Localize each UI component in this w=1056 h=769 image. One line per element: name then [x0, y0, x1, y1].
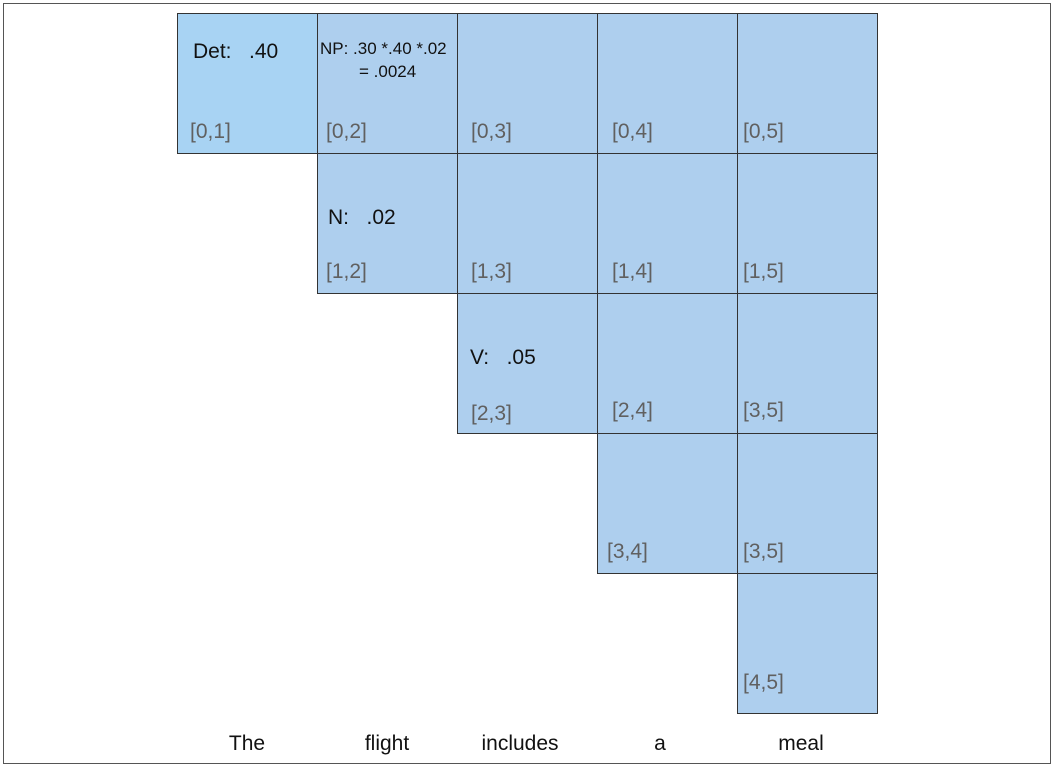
- cell-span-label: [2,4]: [612, 399, 653, 422]
- chart-cell-0-4: [0,4]: [597, 13, 738, 154]
- word-flight: flight: [364, 732, 410, 755]
- word-meal: meal: [778, 732, 824, 755]
- cell-span-label: [1,4]: [612, 260, 653, 283]
- cell-entry-v: V: .05: [470, 346, 536, 369]
- chart-cell-3-5: [3,5]: [737, 433, 878, 574]
- cell-entry-det: Det: .40: [193, 40, 279, 63]
- cell-span-label: [0,2]: [326, 120, 367, 143]
- cell-entry-n: N: .02: [328, 206, 396, 229]
- cell-span-label: [0,1]: [190, 120, 231, 143]
- cell-span-label: [1,2]: [326, 260, 367, 283]
- chart-cell-0-2: NP: .30 *.40 *.02 = .0024 [0,2]: [317, 13, 458, 154]
- word-the: The: [228, 732, 266, 755]
- cell-span-label: [4,5]: [743, 671, 784, 694]
- cell-span-label: [0,4]: [612, 120, 653, 143]
- chart-cell-1-3: [1,3]: [457, 153, 598, 294]
- cell-span-label: [2,3]: [471, 402, 512, 425]
- cell-span-label: [0,5]: [743, 120, 784, 143]
- cell-entry-np-result: = .0024: [359, 62, 417, 81]
- chart-cell-0-3: [0,3]: [457, 13, 598, 154]
- word-a: a: [654, 732, 666, 755]
- chart-cell-0-5: [0,5]: [737, 13, 878, 154]
- chart-cell-2-4: [2,4]: [597, 293, 738, 434]
- cell-span-label: [1,3]: [471, 260, 512, 283]
- chart-cell-3-4: [3,4]: [597, 433, 738, 574]
- chart-cell-1-5: [1,5]: [737, 153, 878, 294]
- cell-span-label: [0,3]: [471, 120, 512, 143]
- chart-cell-1-4: [1,4]: [597, 153, 738, 294]
- cell-entry-np: NP: .30 *.40 *.02: [320, 39, 447, 58]
- chart-cell-0-1: Det: .40 [0,1]: [177, 13, 318, 154]
- diagram-frame: [3, 3, 1051, 764]
- cell-span-label: [3,5]: [743, 399, 784, 422]
- chart-cell-4-5: [4,5]: [737, 573, 878, 714]
- chart-cell-1-2: N: .02 [1,2]: [317, 153, 458, 294]
- cell-span-label: [3,5]: [743, 540, 784, 563]
- chart-cell-2-5: [3,5]: [737, 293, 878, 434]
- word-includes: includes: [481, 732, 559, 755]
- cell-span-label: [3,4]: [607, 540, 648, 563]
- cell-span-label: [1,5]: [743, 260, 784, 283]
- chart-cell-2-3: V: .05 [2,3]: [457, 293, 598, 434]
